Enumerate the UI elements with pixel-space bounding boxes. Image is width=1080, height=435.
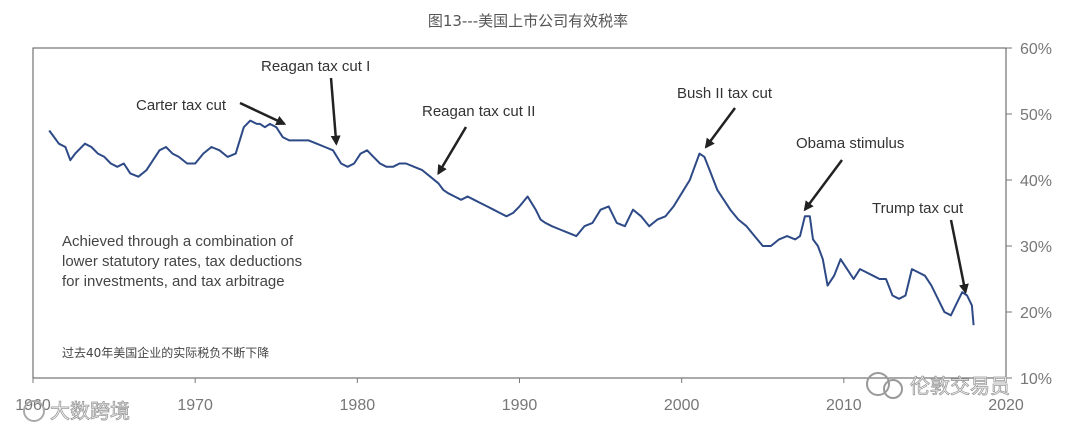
note-line: for investments, and tax arbitrage — [62, 273, 285, 290]
annotation-arrow — [949, 219, 969, 295]
x-axis: 1960 1970 1980 1990 2000 2010 2020 — [15, 378, 1024, 414]
watermark-right: 伦敦交易员 — [866, 372, 1010, 399]
annotation-arrow — [329, 77, 341, 146]
annotation-label: Carter tax cut — [136, 97, 227, 114]
annotation-arrow — [239, 101, 287, 126]
wechat-icon — [866, 372, 890, 396]
annotation-arrow — [704, 107, 737, 149]
y-tick-label: 50% — [1020, 107, 1052, 124]
annotation-arrow — [437, 126, 468, 176]
note-line: Achieved through a combination of — [62, 233, 294, 250]
series-line — [48, 119, 975, 326]
chart-note: Achieved through a combination of lower … — [62, 233, 302, 290]
y-tick-label: 40% — [1020, 173, 1052, 190]
source-note: 过去40年美国企业的实际税负不断下降 — [62, 345, 269, 360]
x-tick-label: 2010 — [826, 397, 862, 414]
x-tick-label: 1960 — [15, 397, 51, 414]
watermark-left-text: 大数跨境 — [50, 399, 130, 423]
annotation-label: Obama stimulus — [796, 135, 904, 152]
wechat-icon-secondary — [883, 379, 903, 399]
y-axis: 60% 50% 40% 30% 20% 10% — [1006, 41, 1052, 388]
y-tick-label: 60% — [1020, 41, 1052, 58]
annotations: Carter tax cut Reagan tax cut I Reagan t… — [136, 58, 969, 295]
watermark-logo-icon — [23, 400, 45, 422]
x-tick-label: 1990 — [502, 397, 538, 414]
watermark-left: 大数跨境 — [23, 399, 130, 423]
watermark-right-text: 伦敦交易员 — [910, 374, 1010, 398]
y-tick-label: 20% — [1020, 305, 1052, 322]
y-tick-label: 30% — [1020, 239, 1052, 256]
annotation-label: Reagan tax cut II — [422, 103, 535, 120]
x-tick-label: 1980 — [340, 397, 376, 414]
x-tick-label: 2000 — [664, 397, 700, 414]
note-line: lower statutory rates, tax deductions — [62, 253, 302, 270]
chart-title: 图13---美国上市公司有效税率 — [428, 12, 628, 30]
annotation-label: Reagan tax cut I — [261, 58, 370, 75]
y-tick-label: 10% — [1020, 371, 1052, 388]
annotation-label: Trump tax cut — [872, 200, 964, 217]
annotation-arrow — [803, 159, 844, 212]
x-tick-label: 2020 — [988, 397, 1024, 414]
annotation-label: Bush II tax cut — [677, 85, 773, 102]
x-tick-label: 1970 — [177, 397, 213, 414]
